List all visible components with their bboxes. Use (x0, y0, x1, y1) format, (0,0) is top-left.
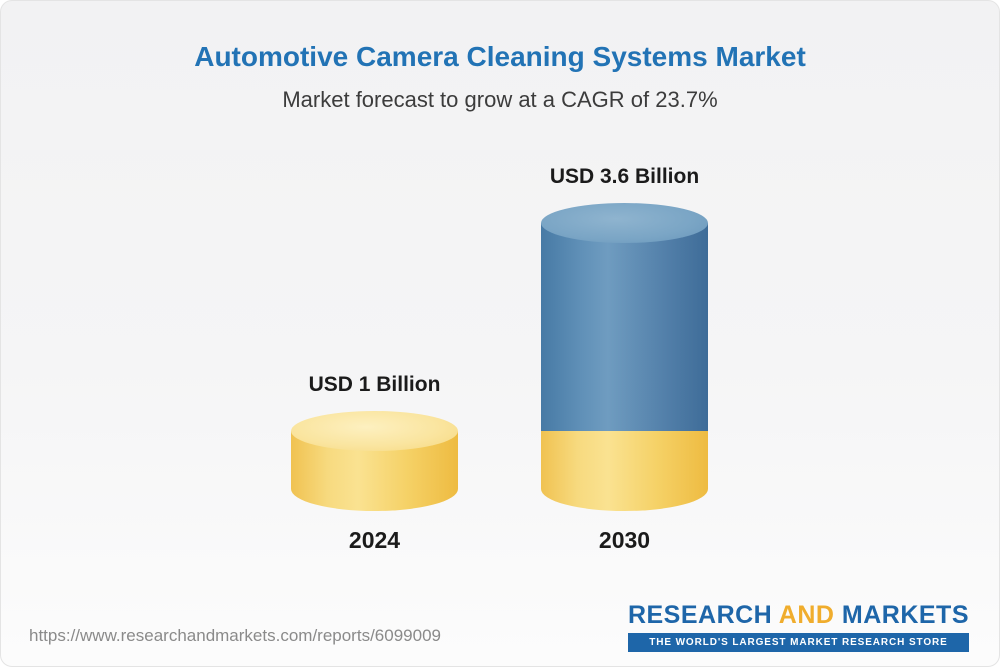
page-title: Automotive Camera Cleaning Systems Marke… (194, 41, 806, 72)
value-label-2030: USD 3.6 Billion (549, 165, 700, 188)
cylinder-top-2024 (291, 411, 458, 451)
logo-word-and: AND (778, 601, 835, 629)
bar-group-2030: USD 3.6 Billion 2030 (541, 165, 708, 553)
logo-word-markets: MARKETS (841, 601, 969, 629)
cylinder-base-2030 (541, 431, 708, 511)
value-label-2024: USD 1 Billion (308, 373, 441, 396)
logo-wordmark: RESEARCH AND MARKETS (628, 601, 969, 630)
report-url: https://www.researchandmarkets.com/repor… (29, 626, 441, 645)
bar-group-2024: USD 1 Billion 2024 (291, 373, 458, 553)
logo-tagline: THE WORLD'S LARGEST MARKET RESEARCH STOR… (627, 633, 969, 652)
category-label-2030: 2030 (598, 527, 651, 553)
cylinder-growth-2030 (541, 223, 708, 431)
cylinder-2024 (291, 411, 458, 511)
company-logo: RESEARCH AND MARKETS THE WORLD'S LARGEST… (627, 601, 969, 652)
logo-word-research: RESEARCH (627, 601, 773, 629)
cylinder-2030 (541, 203, 708, 511)
page-subtitle: Market forecast to grow at a CAGR of 23.… (282, 87, 718, 112)
cylinder-top-2030 (541, 203, 708, 243)
category-label-2024: 2024 (348, 527, 401, 553)
